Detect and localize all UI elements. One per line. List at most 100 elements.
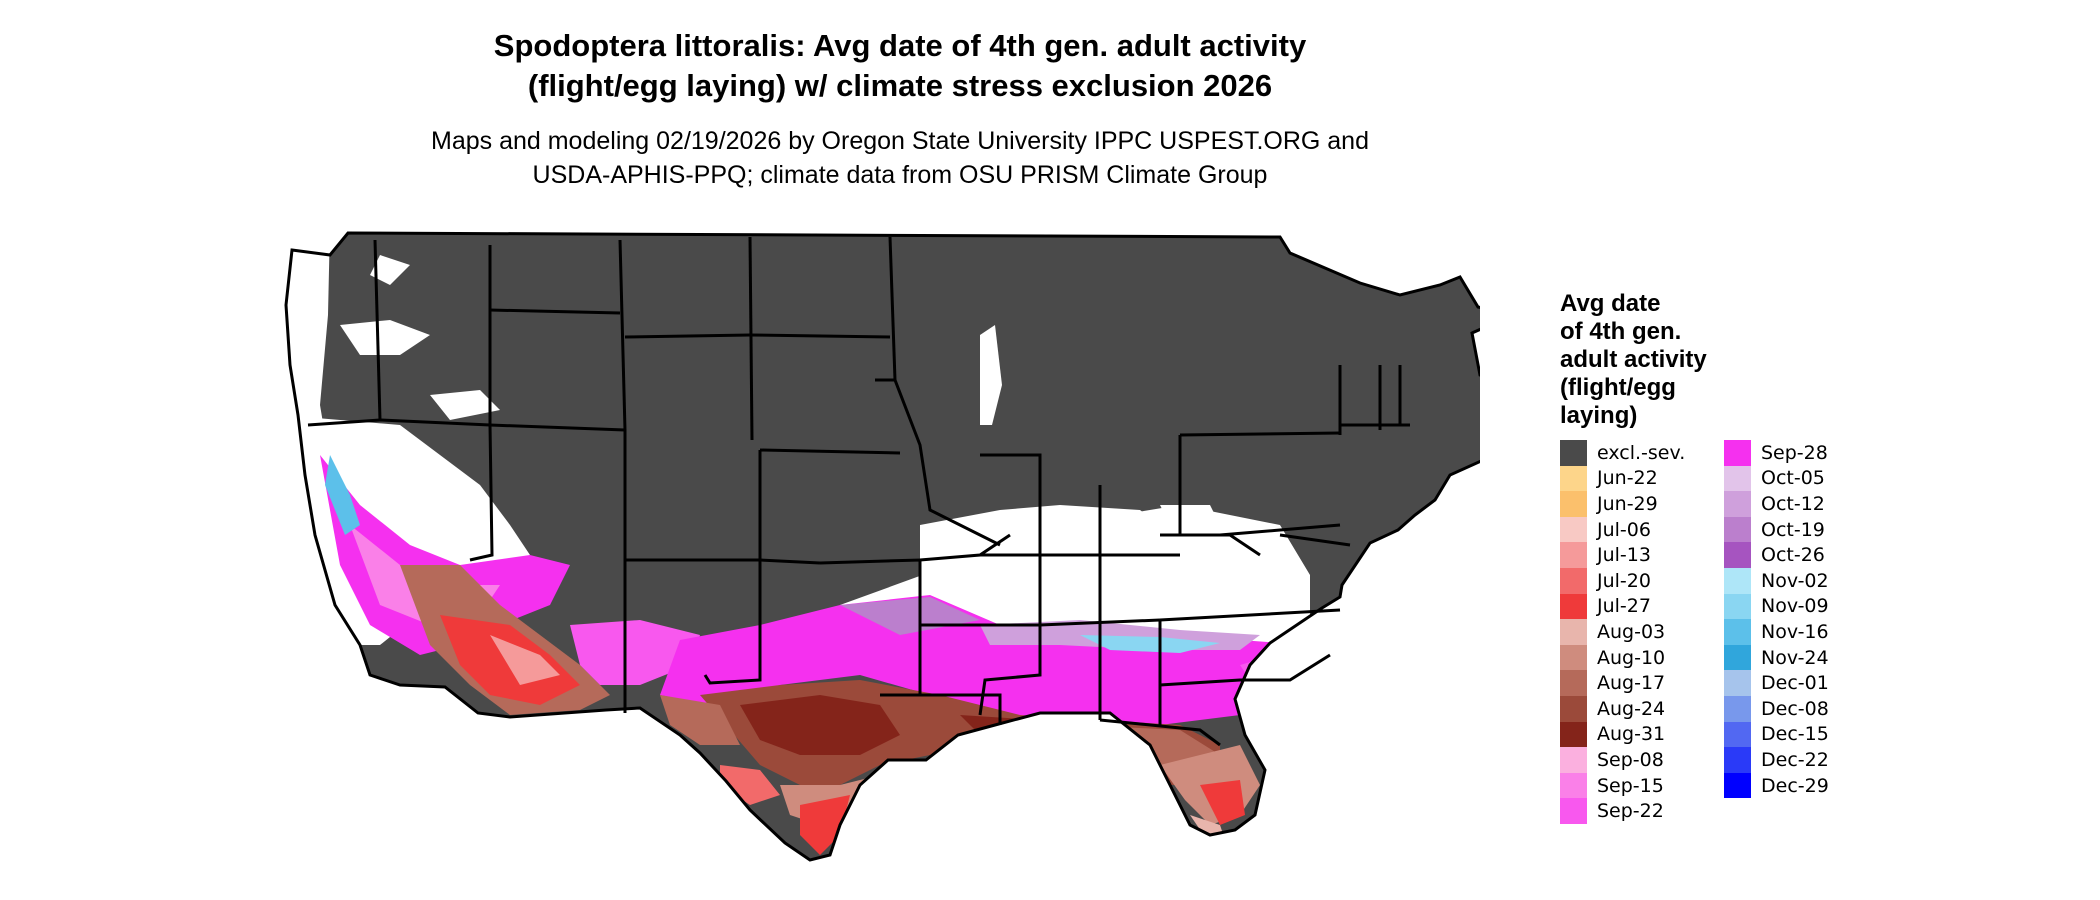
legend-column-2: Sep-28 Oct-05 Oct-12 Oct-19 Oct-26 Nov-02 Nov-… xyxy=(1724,440,1874,824)
legend-item: Jul-27 xyxy=(1560,593,1710,620)
subtitle-line-1: Maps and modeling 02/19/2026 by Oregon S… xyxy=(431,127,1369,155)
legend-item: excl.-sev. xyxy=(1560,440,1710,466)
legend-item: Aug-31 xyxy=(1560,721,1710,748)
legend-swatch xyxy=(1560,465,1587,492)
legend-swatch xyxy=(1724,747,1751,773)
legend-label: Sep-15 xyxy=(1597,774,1664,797)
legend-swatch xyxy=(1560,695,1587,722)
legend-swatch xyxy=(1724,465,1751,492)
legend-title-line: laying) xyxy=(1560,402,1638,429)
legend-label: Oct-05 xyxy=(1761,467,1825,490)
legend-item: Nov-02 xyxy=(1724,567,1874,594)
legend-swatch xyxy=(1724,644,1751,671)
legend-item: Jul-20 xyxy=(1560,567,1710,594)
title-line-2: (flight/egg laying) w/ climate stress ex… xyxy=(527,68,1273,103)
legend-item: Nov-09 xyxy=(1724,593,1874,620)
legend-title: Avg date of 4th gen. adult activity (fli… xyxy=(1560,290,1980,430)
legend-item: Oct-26 xyxy=(1724,542,1874,568)
legend-item: Jun-22 xyxy=(1560,465,1710,492)
legend-swatch xyxy=(1560,491,1587,517)
legend-item: Oct-19 xyxy=(1724,516,1874,543)
legend-item: Dec-08 xyxy=(1724,695,1874,722)
legend-label: Dec-01 xyxy=(1761,672,1829,695)
legend-swatch xyxy=(1724,440,1751,466)
legend-label: Jun-29 xyxy=(1597,492,1658,515)
legend-label: Aug-17 xyxy=(1597,672,1666,695)
legend-label: Nov-02 xyxy=(1761,569,1829,592)
subtitle-line-2: USDA-APHIS-PPQ; climate data from OSU PR… xyxy=(532,161,1268,189)
legend-swatch xyxy=(1560,567,1587,594)
legend-label: Sep-08 xyxy=(1597,748,1664,771)
legend-label: Dec-08 xyxy=(1761,697,1829,720)
legend-item: Sep-15 xyxy=(1560,772,1710,799)
legend-item: Nov-24 xyxy=(1724,644,1874,671)
legend-column-1: excl.-sev. Jun-22 Jun-29 Jul-06 Jul-13 Jul-20… xyxy=(1560,440,1710,824)
legend-item: Oct-05 xyxy=(1724,465,1874,492)
legend-label: Nov-16 xyxy=(1761,620,1829,643)
legend-label: Aug-10 xyxy=(1597,646,1666,669)
legend-item: Jun-29 xyxy=(1560,491,1710,517)
legend-label: excl.-sev. xyxy=(1597,441,1686,464)
legend-label: Dec-29 xyxy=(1761,774,1829,797)
legend-swatch xyxy=(1560,747,1587,773)
legend-swatch xyxy=(1560,593,1587,620)
legend-label: Oct-26 xyxy=(1761,544,1825,567)
legend-swatch xyxy=(1724,772,1751,799)
legend-label: Nov-24 xyxy=(1761,646,1829,669)
legend-label: Jul-06 xyxy=(1597,518,1651,541)
legend-label: Sep-22 xyxy=(1597,800,1664,823)
legend-title-line: adult activity xyxy=(1560,346,1707,373)
legend-label: Aug-24 xyxy=(1597,697,1666,720)
legend-item: Sep-22 xyxy=(1560,798,1710,824)
legend-label: Jul-20 xyxy=(1597,569,1651,592)
us-map-svg xyxy=(284,231,1545,862)
legend-item: Sep-08 xyxy=(1560,747,1710,773)
legend-swatch xyxy=(1560,644,1587,671)
legend-swatch xyxy=(1560,670,1587,696)
legend-label: Jul-13 xyxy=(1597,544,1651,567)
legend-title-line: of 4th gen. xyxy=(1560,318,1682,345)
legend-label: Oct-12 xyxy=(1761,492,1825,515)
legend-swatch xyxy=(1724,593,1751,620)
legend-label: Dec-15 xyxy=(1761,723,1829,746)
legend-swatch xyxy=(1724,516,1751,543)
legend-item: Aug-17 xyxy=(1560,670,1710,696)
legend-swatch xyxy=(1724,491,1751,517)
map-subtitle: Maps and modeling 02/19/2026 by Oregon S… xyxy=(300,124,1500,192)
legend-item: Aug-03 xyxy=(1560,619,1710,645)
legend-label: Nov-09 xyxy=(1761,595,1829,618)
legend-label: Oct-19 xyxy=(1761,518,1825,541)
us-map xyxy=(280,225,1545,895)
legend-label: Aug-03 xyxy=(1597,620,1666,643)
legend-item: Oct-12 xyxy=(1724,491,1874,517)
legend-label: Jun-22 xyxy=(1597,467,1658,490)
legend-item: Dec-22 xyxy=(1724,747,1874,773)
legend-swatch xyxy=(1560,721,1587,748)
legend-columns: excl.-sev. Jun-22 Jun-29 Jul-06 Jul-13 Jul-20… xyxy=(1560,440,1980,824)
legend-item: Sep-28 xyxy=(1724,440,1874,466)
legend-label: Sep-28 xyxy=(1761,441,1828,464)
legend-label: Aug-31 xyxy=(1597,723,1666,746)
legend-label: Jul-27 xyxy=(1597,595,1651,618)
legend-item: Jul-06 xyxy=(1560,516,1710,543)
legend-title-line: (flight/egg xyxy=(1560,374,1676,401)
legend-swatch xyxy=(1560,619,1587,645)
legend-item: Nov-16 xyxy=(1724,619,1874,645)
legend-item: Jul-13 xyxy=(1560,542,1710,568)
legend-swatch xyxy=(1560,798,1587,824)
legend-item: Dec-29 xyxy=(1724,772,1874,799)
legend-swatch xyxy=(1560,516,1587,543)
title-line-1: Spodoptera littoralis: Avg date of 4th g… xyxy=(493,28,1307,63)
legend-swatch xyxy=(1724,619,1751,645)
legend-swatch xyxy=(1724,721,1751,748)
map-title: Spodoptera littoralis: Avg date of 4th g… xyxy=(300,26,1500,106)
legend-swatch xyxy=(1724,567,1751,594)
legend-swatch xyxy=(1724,542,1751,568)
legend-swatch xyxy=(1560,440,1587,466)
legend-swatch xyxy=(1724,695,1751,722)
legend-item: Aug-10 xyxy=(1560,644,1710,671)
legend-swatch xyxy=(1560,542,1587,568)
legend-item: Dec-15 xyxy=(1724,721,1874,748)
legend-item: Aug-24 xyxy=(1560,695,1710,722)
legend-item: Dec-01 xyxy=(1724,670,1874,696)
